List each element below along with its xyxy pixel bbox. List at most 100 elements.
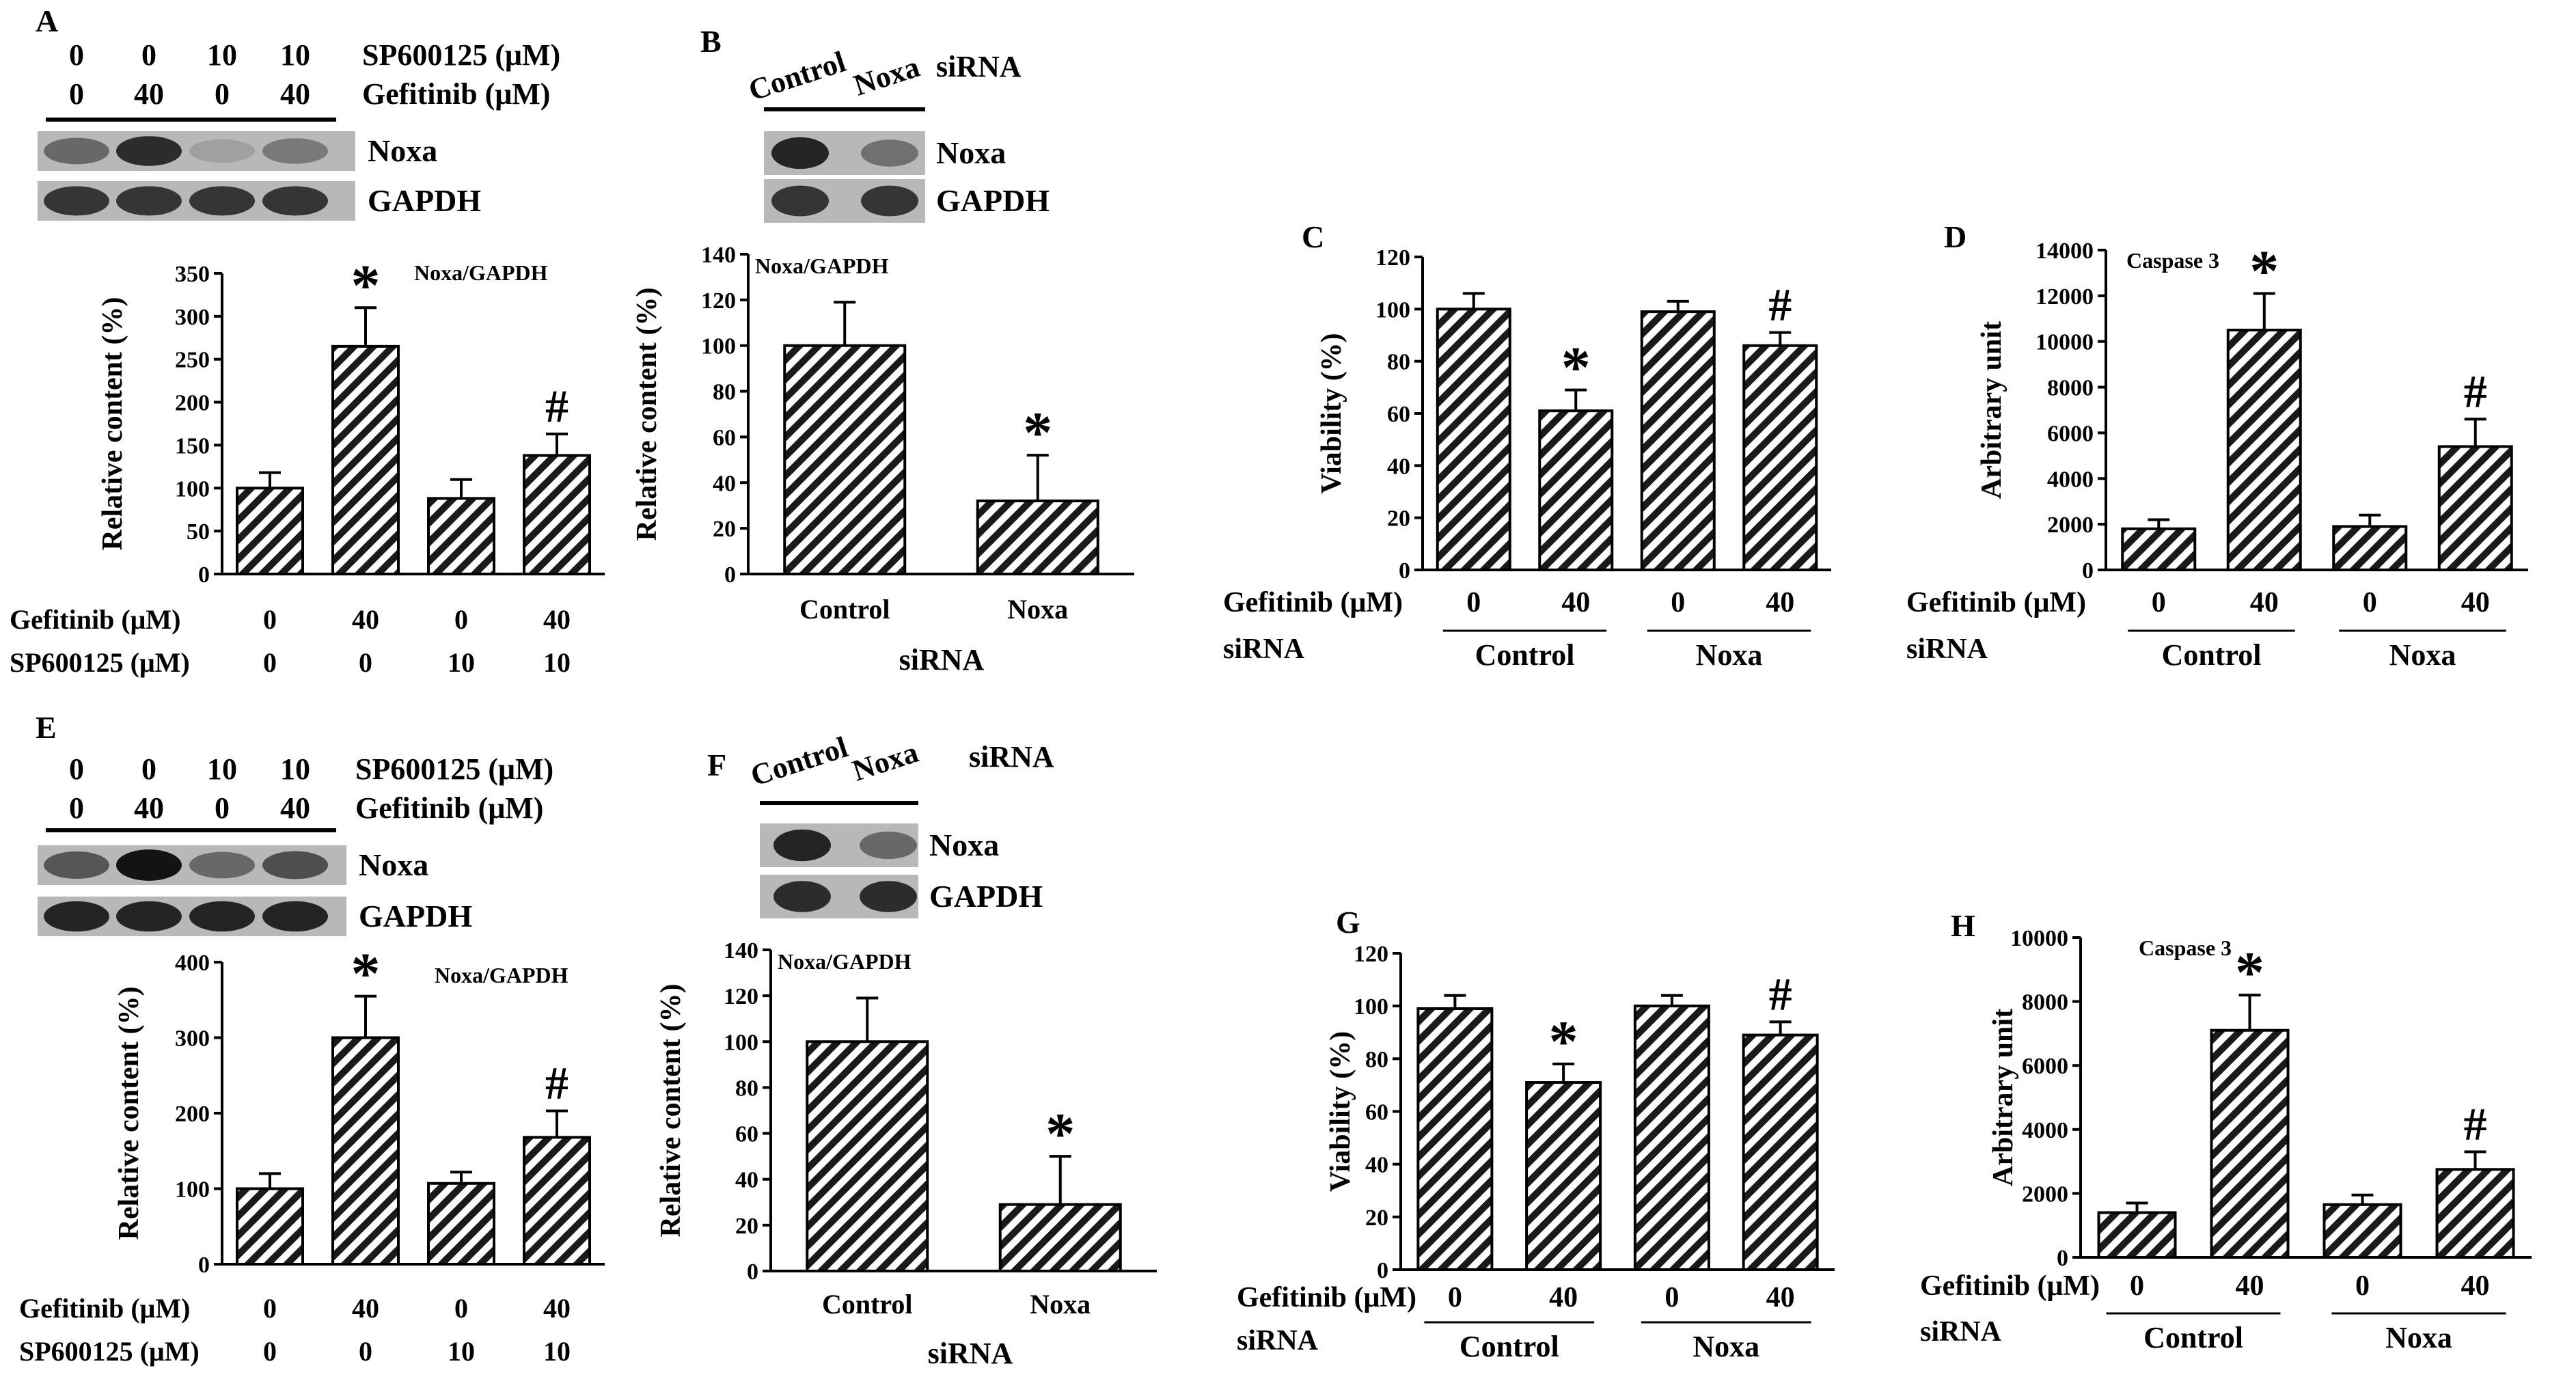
panel-e-lane-row-label: SP600125 (μM): [355, 752, 553, 786]
panel-f-header-label: siRNA: [969, 740, 1054, 774]
panel-a-x-row-value: 0: [263, 604, 277, 635]
panel-d-row-value: 0: [2363, 587, 2377, 618]
panel-a-y-label: Relative content (%): [97, 297, 128, 551]
panel-d-group-name: Control: [2162, 638, 2262, 672]
panel-d-bar-4: [2437, 445, 2513, 571]
panel-h-group-name: Noxa: [2385, 1321, 2452, 1354]
panel-f-category-label: Noxa: [1030, 1289, 1091, 1320]
panel-e-lane-row-label: Gefitinib (μM): [355, 791, 543, 825]
panel-a-y-tick-label: 100: [175, 476, 210, 502]
panel-b-lane-header: Control: [745, 44, 850, 107]
panel-a-band: [116, 136, 182, 166]
panel-f-bar-2: [998, 1203, 1122, 1272]
panel-a-bar-3: [427, 497, 495, 575]
panel-a-bar-2: [331, 344, 400, 575]
panel-a-lane-value: 0: [69, 38, 84, 72]
panel-e-band: [116, 849, 182, 881]
panel-g-y-tick-label: 100: [1354, 994, 1388, 1020]
panel-d-significance-star: *: [2249, 238, 2279, 304]
panel-f-y-tick-label: 80: [735, 1076, 758, 1101]
panel-h-bar-4: [2435, 1168, 2515, 1259]
panel-e-lane-value: 0: [215, 791, 230, 825]
panel-e-bar-3: [427, 1182, 495, 1266]
panel-e-bar-1: [236, 1187, 304, 1266]
panel-h-y-tick-label: 2000: [2022, 1182, 2068, 1207]
panel-a-lane-value: 40: [134, 77, 164, 111]
panel-d-group-label: siRNA: [1906, 633, 1988, 665]
panel-e-x-row-value: 40: [543, 1293, 571, 1324]
panel-a-band: [262, 138, 328, 164]
panel-a-lane-value: 0: [69, 77, 84, 111]
panel-c-y-tick-label: 60: [1387, 402, 1410, 427]
panel-h-row-value: 0: [2130, 1270, 2144, 1302]
panel-label-e: E: [36, 710, 57, 745]
panel-a-x-row-label: SP600125 (μM): [10, 647, 190, 678]
panel-g-group-name: Noxa: [1693, 1330, 1759, 1363]
panel-c-y-tick-label: 0: [1399, 558, 1410, 584]
panel-b-y-tick-label: 100: [701, 334, 736, 359]
panel-f-x-label: siRNA: [928, 1337, 1013, 1370]
panel-b-bar-2: [976, 500, 1099, 575]
panel-g-bar-4: [1742, 1033, 1819, 1271]
panel-a-band: [262, 186, 328, 216]
panel-b-y-tick-label: 60: [713, 425, 736, 450]
panel-c-y-tick-label: 80: [1387, 350, 1410, 375]
panel-g-row-value: 40: [1549, 1282, 1578, 1313]
panel-f-y-tick-label: 40: [735, 1168, 758, 1193]
panel-g-y-tick-label: 80: [1365, 1047, 1388, 1072]
panel-d-y-tick-label: 12000: [2036, 284, 2094, 310]
panel-e-y-tick-label: 100: [175, 1177, 210, 1203]
panel-b-category-label: Control: [799, 594, 890, 625]
panel-c-group-name: Noxa: [1696, 638, 1763, 672]
panel-e-lane-value: 40: [134, 791, 164, 825]
panel-g-significance-hash: #: [1769, 968, 1792, 1020]
panel-g-row-label: Gefitinib (μM): [1237, 1282, 1416, 1313]
panel-a-lane-row-label: Gefitinib (μM): [362, 77, 550, 111]
panel-b-header-label: siRNA: [936, 50, 1022, 83]
panel-e-band-label: Noxa: [359, 847, 428, 882]
panel-e-lane-value: 10: [280, 752, 310, 786]
panel-c-row-value: 40: [1766, 587, 1794, 618]
panel-b-significance-star: *: [1023, 400, 1052, 465]
panel-b-band-label: GAPDH: [936, 183, 1050, 218]
panel-d-row-value: 40: [2250, 587, 2279, 618]
panel-e-x-row-value: 0: [454, 1293, 468, 1324]
panel-a-y-tick-label: 200: [175, 391, 210, 416]
panel-d-y-tick-label: 4000: [2047, 467, 2094, 492]
panel-d-y-tick-label: 0: [2082, 558, 2094, 584]
panel-a-y-tick-label: 250: [175, 348, 210, 373]
panel-a-significance-hash: #: [545, 380, 568, 432]
panel-e-y-tick-label: 200: [175, 1102, 210, 1127]
panel-g-group-label: siRNA: [1237, 1325, 1319, 1356]
panel-d-bar-3: [2332, 525, 2408, 572]
panel-a-lane-row-label: SP600125 (μM): [362, 38, 560, 72]
panel-b-band: [861, 185, 918, 217]
panel-b-y-tick-label: 0: [724, 562, 736, 588]
panel-g-significance-star: *: [1549, 1009, 1578, 1074]
panel-b-y-tick-label: 20: [713, 517, 736, 542]
panel-e-significance-star: *: [351, 941, 381, 1007]
panel-e-x-row-value: 10: [448, 1336, 475, 1367]
panel-e-y-label: Relative content (%): [113, 987, 145, 1240]
panel-e-bar-2: [331, 1036, 400, 1266]
panel-e-x-row-label: SP600125 (μM): [19, 1336, 200, 1367]
panel-c-row-value: 0: [1466, 587, 1481, 618]
panel-a-band: [116, 186, 182, 216]
panel-e-band: [44, 851, 109, 879]
panel-g-y-label: Viability (%): [1325, 1031, 1356, 1192]
panel-f-y-tick-label: 100: [724, 1030, 758, 1055]
panel-b-y-tick-label: 40: [713, 471, 736, 496]
panel-h-row-label: Gefitinib (μM): [1920, 1270, 2100, 1302]
panel-d-y-tick-label: 10000: [2036, 330, 2094, 355]
panel-a-band: [189, 139, 255, 163]
panel-d-row-value: 0: [2152, 587, 2166, 618]
panel-b-band: [771, 185, 829, 217]
panel-f-y-label: Relative content (%): [655, 984, 687, 1238]
panel-e-band: [189, 901, 255, 932]
panel-g-row-value: 0: [1664, 1282, 1679, 1313]
panel-e-x-row-value: 0: [359, 1336, 372, 1367]
panel-f-y-tick-label: 60: [735, 1122, 758, 1147]
panel-a-x-row-value: 10: [448, 647, 475, 678]
panel-c-y-tick-label: 100: [1375, 297, 1410, 323]
panel-a-x-row-value: 10: [543, 647, 571, 678]
